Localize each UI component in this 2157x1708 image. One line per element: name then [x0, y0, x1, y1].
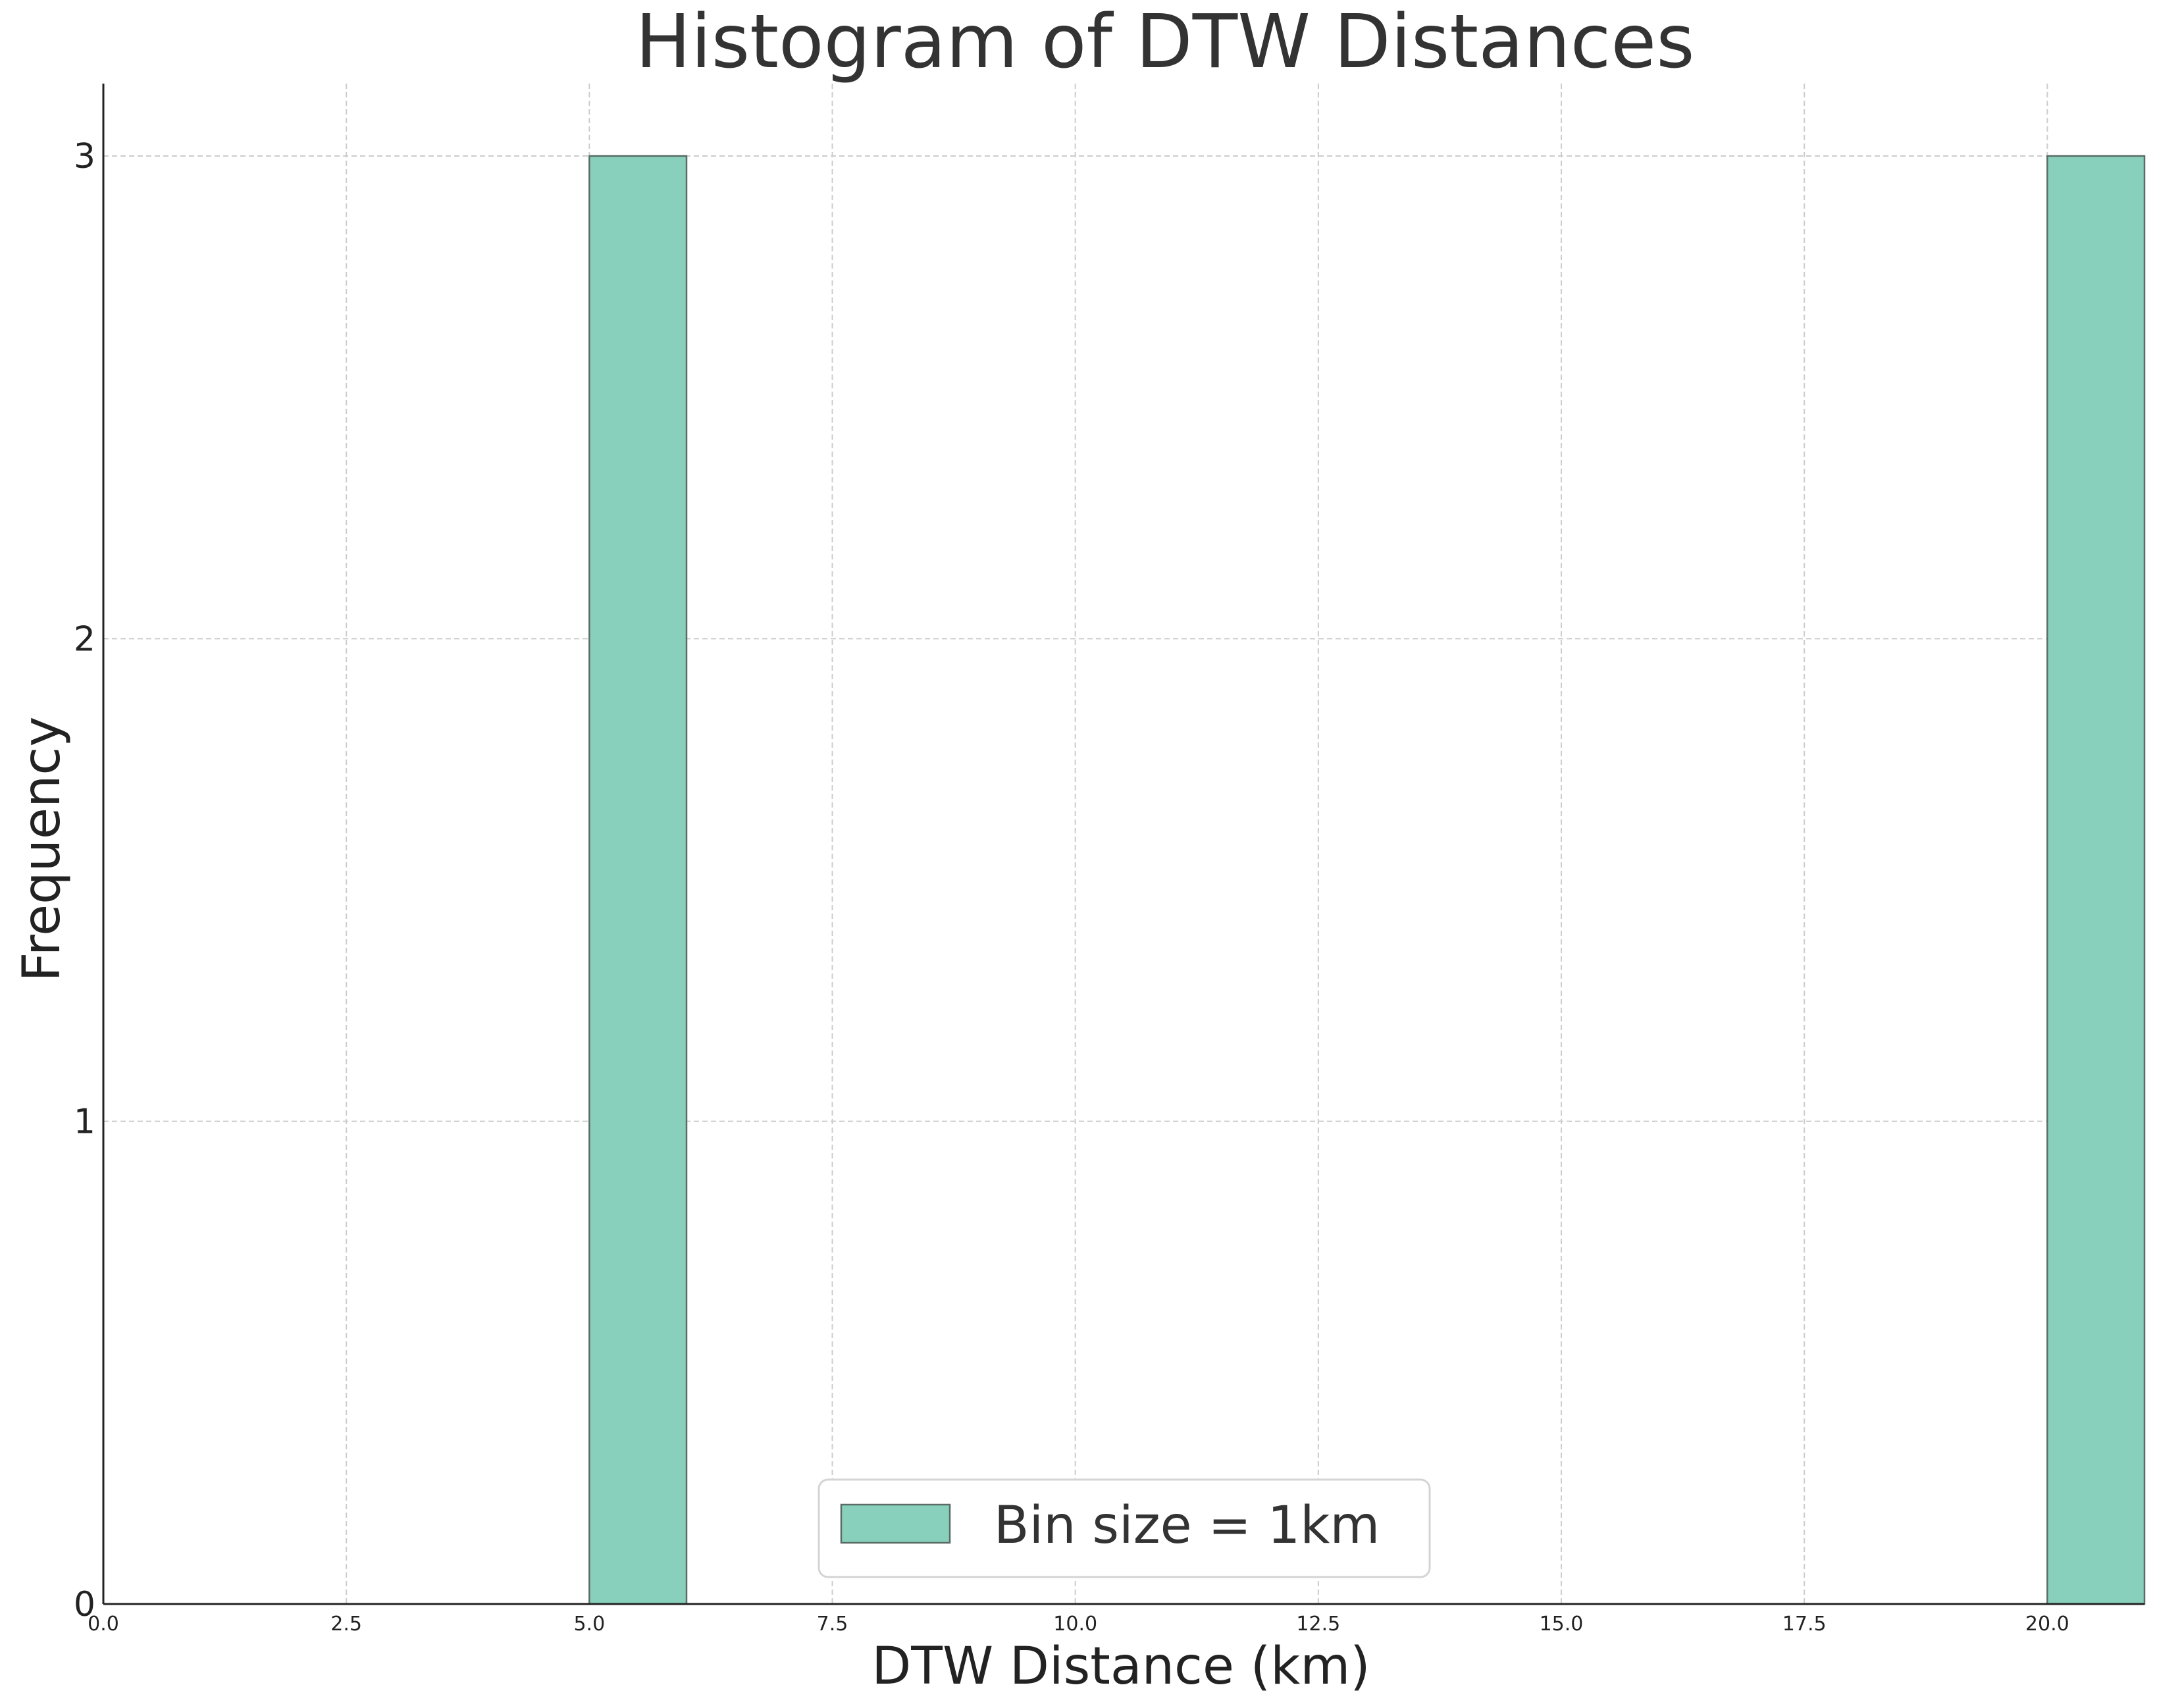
x-tick-label: 7.5	[817, 1613, 848, 1636]
x-tick-label: 0.0	[88, 1613, 119, 1636]
x-axis-label: DTW Distance (km)	[871, 1637, 1370, 1696]
legend-label: Bin size = 1km	[994, 1496, 1380, 1555]
x-tick-label: 12.5	[1296, 1613, 1340, 1636]
tick-labels: 0.0 2.5 5.0 7.5 10.0 12.5 15.0 17.5 20.0 0 1 2 3	[74, 137, 2069, 1636]
y-tick-label: 0	[74, 1585, 95, 1624]
chart-title: Histogram of DTW Distances	[635, 0, 1694, 85]
y-axis-label: Frequency	[13, 717, 72, 982]
histogram-bar	[588, 155, 688, 1605]
grid-lines	[103, 84, 2144, 1604]
legend-frame	[818, 1478, 1431, 1578]
histogram-bars	[588, 155, 2146, 1605]
x-tick-label: 5.0	[573, 1613, 605, 1636]
x-tick-label: 10.0	[1053, 1613, 1097, 1636]
x-tick-label: 2.5	[330, 1613, 362, 1636]
legend: Bin size = 1km	[818, 1478, 1431, 1578]
histogram-bar	[2046, 155, 2146, 1605]
y-tick-label: 2	[74, 619, 95, 659]
legend-swatch	[840, 1503, 951, 1544]
axes	[102, 84, 2144, 1605]
x-tick-label: 20.0	[2025, 1613, 2069, 1636]
x-tick-label: 17.5	[1782, 1613, 1827, 1636]
y-tick-label: 3	[74, 137, 95, 176]
x-tick-label: 15.0	[1540, 1613, 1584, 1636]
y-tick-label: 1	[74, 1102, 95, 1142]
